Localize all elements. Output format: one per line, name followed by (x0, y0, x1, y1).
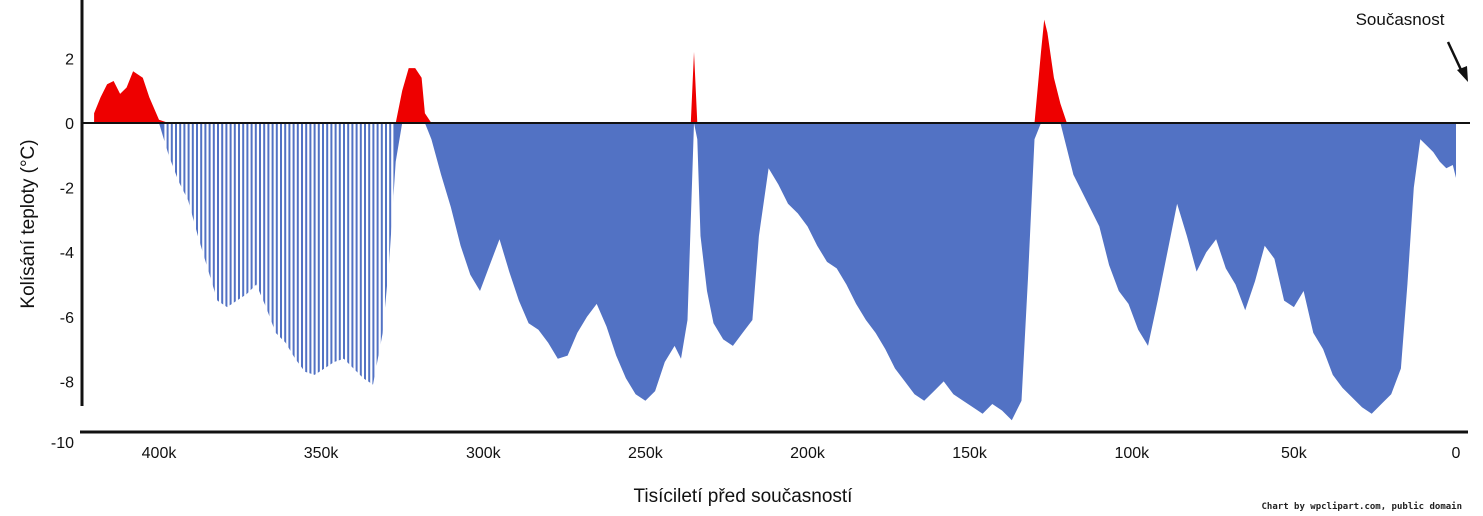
y-tick-label: -10 (51, 435, 74, 452)
y-tick-label: -4 (60, 245, 74, 262)
x-tick-label: 300k (466, 445, 502, 462)
present-annotation: Současnost (1356, 10, 1445, 29)
cold-period-area (94, 123, 1457, 421)
x-axis-label: Tisíciletí před současností (634, 486, 854, 507)
y-tick-label: 0 (65, 116, 74, 133)
y-tick-label: 2 (65, 51, 74, 68)
y-axis-label: Kolísání teploty (°C) (18, 139, 39, 308)
warm-period-area (94, 19, 1457, 124)
temperature-hatching (164, 124, 394, 400)
y-tick-label: -8 (60, 374, 74, 391)
x-tick-label: 200k (790, 445, 826, 462)
y-axis-ticks: 2 0 -2 -4 -6 -8 -10 (51, 51, 74, 452)
x-tick-label: 100k (1114, 445, 1150, 462)
chart-credit: Chart by wpclipart.com, public domain (1262, 501, 1462, 512)
x-tick-label: 150k (952, 445, 988, 462)
x-tick-label: 400k (142, 445, 178, 462)
x-tick-label: 0 (1452, 445, 1461, 462)
x-tick-label: 50k (1281, 445, 1308, 462)
x-axis-ticks: 400k 350k 300k 250k 200k 150k 100k 50k 0 (142, 445, 1461, 462)
y-tick-label: -6 (60, 310, 74, 327)
y-tick-label: -2 (60, 181, 74, 198)
present-arrow (1446, 41, 1468, 82)
temperature-area-group (94, 19, 1457, 421)
x-tick-label: 250k (628, 445, 664, 462)
x-tick-label: 350k (304, 445, 340, 462)
